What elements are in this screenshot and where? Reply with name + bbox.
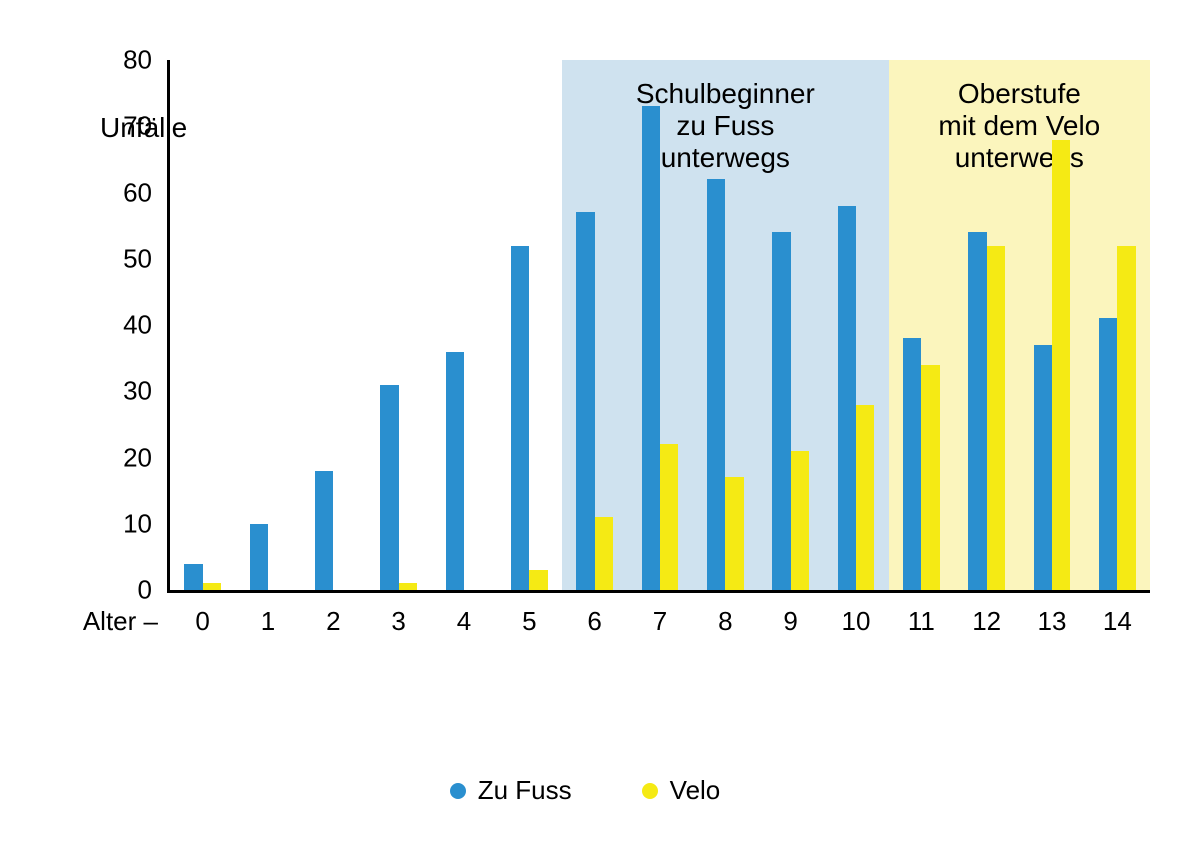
legend-item-velo: Velo bbox=[642, 775, 721, 806]
bar-velo-age-3 bbox=[399, 583, 417, 590]
x-tick-label: 1 bbox=[261, 606, 275, 637]
bar-zu-fuss-age-1 bbox=[250, 524, 268, 590]
legend-item-zu-fuss: Zu Fuss bbox=[450, 775, 572, 806]
y-tick-label: 40 bbox=[100, 310, 152, 341]
x-tick-label: 4 bbox=[457, 606, 471, 637]
x-tick-label: 11 bbox=[908, 606, 935, 637]
bar-zu-fuss-age-5 bbox=[511, 246, 529, 591]
y-tick-label: 10 bbox=[100, 508, 152, 539]
legend-label-zu-fuss: Zu Fuss bbox=[478, 775, 572, 806]
bar-velo-age-5 bbox=[529, 570, 547, 590]
bar-zu-fuss-age-3 bbox=[380, 385, 398, 590]
legend-swatch-velo bbox=[642, 783, 658, 799]
bar-zu-fuss-age-4 bbox=[446, 352, 464, 591]
y-tick-label: 0 bbox=[100, 575, 152, 606]
bar-zu-fuss-age-6 bbox=[576, 212, 594, 590]
y-tick-label: 30 bbox=[100, 376, 152, 407]
x-tick-label: 3 bbox=[391, 606, 405, 637]
bar-zu-fuss-age-10 bbox=[838, 206, 856, 590]
bar-velo-age-12 bbox=[987, 246, 1005, 591]
bar-velo-age-11 bbox=[921, 365, 939, 590]
legend-swatch-zu-fuss bbox=[450, 783, 466, 799]
bar-velo-age-9 bbox=[791, 451, 809, 590]
highlight-band-label-0: Schulbeginner zu Fuss unterwegs bbox=[562, 78, 889, 175]
bar-zu-fuss-age-8 bbox=[707, 179, 725, 590]
bar-velo-age-14 bbox=[1117, 246, 1135, 591]
bar-velo-age-10 bbox=[856, 405, 874, 591]
x-tick-label: 9 bbox=[783, 606, 797, 637]
bar-velo-age-7 bbox=[660, 444, 678, 590]
bar-zu-fuss-age-2 bbox=[315, 471, 333, 590]
bar-zu-fuss-age-12 bbox=[968, 232, 986, 590]
highlight-band-label-1: Oberstufe mit dem Velo unterwegs bbox=[889, 78, 1150, 175]
y-tick-label: 80 bbox=[100, 45, 152, 76]
legend: Zu Fuss Velo bbox=[330, 775, 840, 806]
x-tick-label: 14 bbox=[1103, 606, 1132, 637]
bar-zu-fuss-age-13 bbox=[1034, 345, 1052, 590]
bar-velo-age-8 bbox=[725, 477, 743, 590]
x-tick-label: 8 bbox=[718, 606, 732, 637]
x-tick-label: 6 bbox=[587, 606, 601, 637]
y-tick-label: 50 bbox=[100, 243, 152, 274]
bar-zu-fuss-age-0 bbox=[184, 564, 202, 591]
accidents-by-age-chart: Schulbeginner zu Fuss unterwegsOberstufe… bbox=[0, 0, 1184, 864]
bar-velo-age-13 bbox=[1052, 140, 1070, 591]
x-tick-label: 5 bbox=[522, 606, 536, 637]
x-tick-label: 13 bbox=[1038, 606, 1067, 637]
bar-zu-fuss-age-14 bbox=[1099, 318, 1117, 590]
x-tick-label: 7 bbox=[653, 606, 667, 637]
bar-zu-fuss-age-11 bbox=[903, 338, 921, 590]
y-tick-label: 60 bbox=[100, 177, 152, 208]
y-tick-label: 70 bbox=[100, 111, 152, 142]
y-tick-label: 20 bbox=[100, 442, 152, 473]
plot-area: Schulbeginner zu Fuss unterwegsOberstufe… bbox=[170, 60, 1150, 590]
bar-zu-fuss-age-7 bbox=[642, 106, 660, 590]
bar-velo-age-0 bbox=[203, 583, 221, 590]
x-tick-label: 2 bbox=[326, 606, 340, 637]
x-axis-title: Alter – bbox=[0, 606, 158, 637]
legend-label-velo: Velo bbox=[670, 775, 721, 806]
bar-zu-fuss-age-9 bbox=[772, 232, 790, 590]
x-tick-label: 12 bbox=[972, 606, 1001, 637]
bar-velo-age-6 bbox=[595, 517, 613, 590]
x-axis-line bbox=[170, 590, 1150, 593]
x-tick-label: 0 bbox=[195, 606, 209, 637]
x-tick-label: 10 bbox=[842, 606, 871, 637]
